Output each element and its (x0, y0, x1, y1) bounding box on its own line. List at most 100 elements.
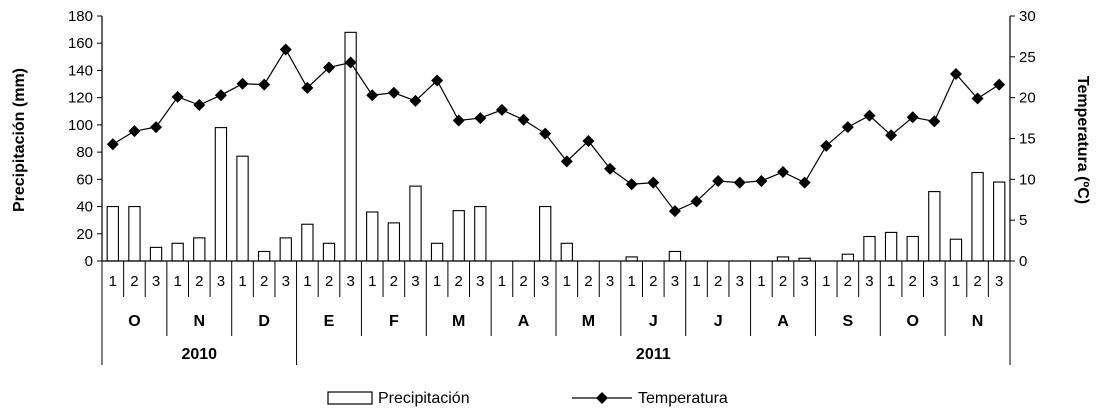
decade-label: 1 (368, 273, 376, 290)
decade-label: 3 (411, 273, 419, 290)
decade-label: 3 (217, 273, 225, 290)
temperature-point (474, 112, 487, 125)
decade-label: 1 (109, 273, 117, 290)
month-label: O (906, 313, 918, 330)
month-label: A (518, 313, 530, 330)
temperature-point (387, 86, 400, 99)
precipitation-bar (884, 231, 898, 262)
decade-label: 2 (325, 273, 333, 290)
precipitation-bar (301, 223, 314, 262)
decade-label: 1 (238, 273, 246, 290)
decade-label: 3 (671, 273, 679, 290)
temperature-point (928, 115, 941, 128)
decade-label: 3 (800, 273, 808, 290)
precipitation-bar (257, 250, 271, 262)
temperature-point (690, 195, 703, 208)
precipitation-bar (279, 237, 292, 262)
legend: Precipitación Temperatura (327, 390, 728, 407)
temperature-point (214, 89, 227, 102)
left-tick-label: 100 (68, 117, 93, 134)
left-tick-label: 120 (68, 90, 93, 107)
temperature-point (193, 99, 206, 112)
precipitation-bar (949, 238, 963, 262)
temperature-point (301, 81, 314, 94)
decade-label: 3 (282, 273, 290, 290)
left-y-axis: 0 20 40 60 80 100 120 140 160 180 (68, 8, 103, 270)
legend-precipitation-label: Precipitación (378, 390, 470, 407)
decade-label: 1 (303, 273, 311, 290)
month-label: N (972, 313, 984, 330)
precipitation-bar (993, 181, 1006, 262)
temperature-point (539, 127, 552, 140)
month-label: D (258, 313, 270, 330)
precipitation-bar (106, 206, 119, 262)
month-label: J (714, 313, 723, 330)
precipitation-bar (193, 237, 206, 262)
precipitation-bar (452, 210, 465, 262)
right-tick-label: 0 (1019, 253, 1027, 270)
right-tick-label: 10 (1019, 171, 1036, 188)
temperature-point (323, 61, 335, 74)
decade-label: 2 (909, 273, 917, 290)
temperature-point (777, 165, 789, 178)
temperature-line (106, 43, 1006, 218)
decade-label: 2 (195, 273, 203, 290)
decade-label: 1 (692, 273, 700, 290)
precipitation-bar (149, 246, 163, 262)
legend-temperature-marker (596, 392, 608, 404)
precipitation-bar (841, 253, 855, 262)
decade-label: 3 (541, 273, 549, 290)
decade-label: 2 (584, 273, 592, 290)
left-axis-title: Precipitación (mm) (11, 68, 28, 212)
decade-label: 3 (476, 273, 484, 290)
precipitation-bar (668, 250, 682, 262)
temperature-point (647, 176, 660, 189)
decade-label: 1 (498, 273, 506, 290)
precipitation-bar (906, 235, 919, 262)
left-tick-label: 40 (76, 199, 93, 216)
decade-label: 2 (390, 273, 398, 290)
temperature-point (820, 139, 833, 152)
temperature-point (495, 103, 508, 116)
decade-label: 3 (865, 273, 873, 290)
decade-label: 1 (952, 273, 960, 290)
precipitation-bar (171, 242, 184, 262)
temperature-point (712, 174, 725, 187)
temperature-point (625, 178, 638, 191)
month-label: A (777, 313, 789, 330)
decade-label: 2 (714, 273, 722, 290)
decade-label: 2 (455, 273, 463, 290)
temperature-point (128, 125, 141, 138)
temperature-point (150, 121, 163, 134)
temperature-point (906, 111, 919, 124)
decade-label: 3 (995, 273, 1003, 290)
left-tick-label: 140 (68, 62, 93, 79)
temperature-point (279, 43, 292, 56)
precipitation-bar (430, 242, 444, 262)
decade-label: 3 (346, 273, 354, 290)
temperature-point (604, 162, 617, 175)
decade-label: 3 (606, 273, 614, 290)
legend-temperature-label: Temperatura (638, 390, 728, 407)
month-label: F (389, 313, 399, 330)
year-label: 2010 (181, 346, 217, 363)
precipitation-bar (214, 127, 228, 262)
precipitation-bar (863, 235, 876, 262)
decade-label: 2 (260, 273, 268, 290)
precipitation-bar (971, 171, 984, 262)
decade-label: 1 (757, 273, 765, 290)
precipitation-bar (128, 206, 141, 262)
legend-precipitation-swatch (327, 391, 373, 405)
precipitation-bar (366, 211, 379, 262)
left-tick-label: 180 (68, 8, 93, 25)
precipitation-bar (236, 155, 249, 262)
month-label: S (843, 313, 854, 330)
decade-label: 3 (736, 273, 744, 290)
right-y-axis: 0 5 10 15 20 25 30 (1009, 8, 1036, 270)
temperature-point (582, 134, 595, 147)
decade-label: 2 (779, 273, 787, 290)
temperature-point (409, 94, 422, 107)
right-tick-label: 25 (1019, 49, 1036, 66)
temperature-point (863, 109, 876, 122)
